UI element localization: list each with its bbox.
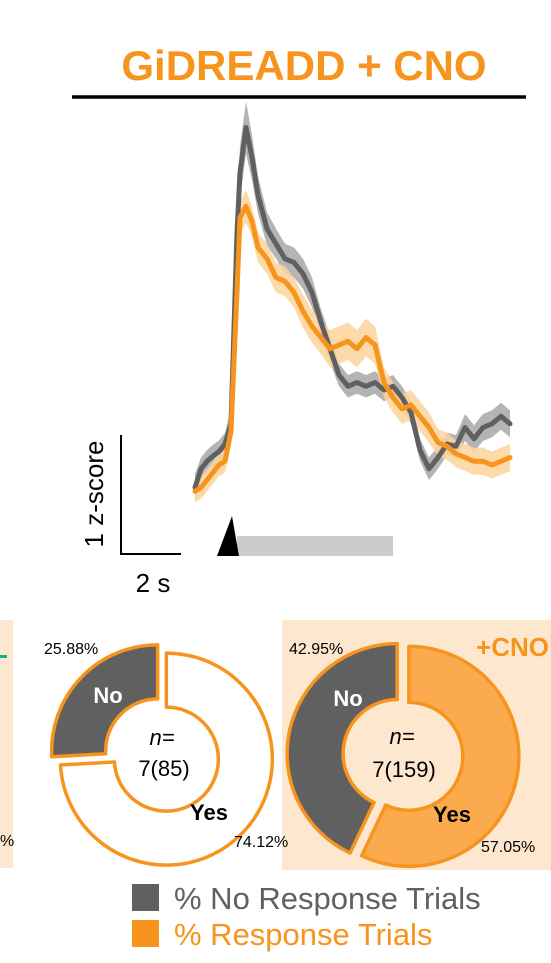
left-panel-percent: % — [0, 833, 14, 850]
donut2-n-label: n= — [389, 724, 414, 749]
donut-chart-cno — [285, 641, 521, 869]
scale-bar-x-label: 2 s — [136, 568, 171, 598]
legend: % No Response Trials % Response Trials — [132, 881, 481, 952]
legend-swatch-response — [132, 920, 159, 947]
left-panel-tick — [0, 655, 7, 658]
legend-label-response: % Response Trials — [174, 917, 432, 952]
donut-chart-baseline — [49, 643, 275, 867]
series-line-response — [192, 203, 513, 494]
donut-slice-yes — [58, 651, 275, 867]
donut2-yes-label: Yes — [433, 802, 471, 827]
stimulus-onset-marker — [217, 516, 239, 556]
donut1-no-percent: 25.88% — [44, 641, 98, 658]
donut1-n-value: 7(85) — [138, 756, 189, 781]
donut2-no-label: No — [333, 686, 362, 711]
legend-label-no-response: % No Response Trials — [174, 881, 481, 916]
donut-slice-yes — [359, 644, 521, 869]
series-lines — [192, 125, 513, 494]
donut-slice-no — [285, 641, 399, 855]
donut1-n-label: n= — [149, 725, 174, 750]
donut1-no-label: No — [93, 683, 122, 708]
donut1-yes-percent: 74.12% — [234, 834, 288, 851]
donut2-no-percent: 42.95% — [289, 641, 343, 658]
legend-swatch-no-response — [132, 884, 159, 911]
stimulus-bar — [237, 536, 393, 556]
donut1-yes-label: Yes — [190, 800, 228, 825]
scale-bar-y-label: 1 z-score — [79, 441, 109, 548]
left-panel-background — [0, 620, 13, 868]
figure-title: GiDREADD + CNO — [121, 42, 486, 89]
line-chart: 1 z-score 2 s — [79, 101, 513, 598]
donut-slice-no — [49, 643, 160, 759]
donut2-yes-percent: 57.05% — [481, 839, 535, 856]
donut2-n-value: 7(159) — [372, 757, 436, 782]
cno-tag: +CNO — [476, 632, 549, 662]
scale-bar — [120, 435, 181, 555]
